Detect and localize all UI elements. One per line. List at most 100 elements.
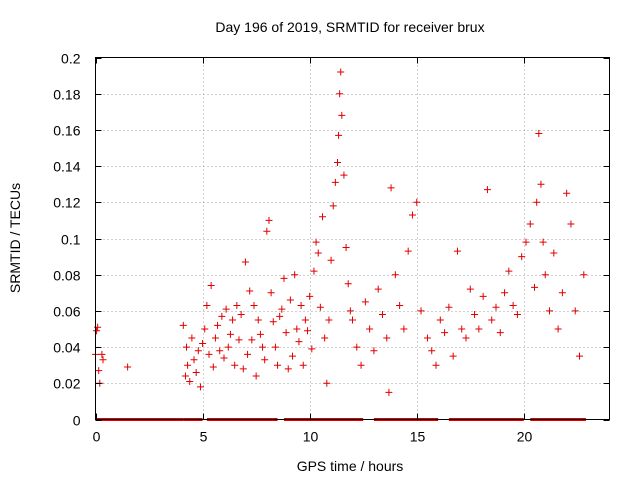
data-point (319, 213, 327, 221)
data-point (554, 325, 562, 333)
y-tick-label: 0.12 (53, 195, 80, 211)
data-point (408, 211, 416, 219)
data-point (374, 285, 382, 293)
data-point (336, 90, 344, 98)
data-point (267, 289, 275, 297)
data-point (462, 334, 470, 342)
data-point (304, 327, 312, 335)
data-point (233, 301, 241, 309)
data-point (220, 354, 228, 362)
data-point (179, 321, 187, 329)
data-point (334, 158, 342, 166)
data-point (250, 301, 258, 309)
data-point (188, 334, 196, 342)
data-point (338, 111, 346, 119)
grid-lines (95, 57, 610, 420)
data-point (224, 343, 232, 351)
data-point (558, 289, 566, 297)
data-point (505, 267, 513, 275)
data-point (535, 130, 543, 138)
data-point (95, 367, 103, 375)
data-point (329, 202, 337, 210)
data-point (340, 171, 348, 179)
data-point (531, 283, 539, 291)
data-point (183, 343, 191, 351)
data-point (263, 227, 271, 235)
data-point (265, 216, 273, 224)
data-point (417, 307, 425, 315)
data-point (513, 311, 521, 319)
data-point (252, 372, 260, 380)
data-point (361, 298, 369, 306)
data-point (192, 368, 200, 376)
data-point (539, 238, 547, 246)
data-point (205, 350, 213, 358)
data-point (522, 238, 530, 246)
data-point (239, 365, 247, 373)
data-point (458, 325, 466, 333)
y-tick-label: 0.06 (53, 304, 80, 320)
x-tick-label: 15 (410, 429, 426, 445)
data-point (209, 363, 217, 371)
data-point (261, 356, 269, 364)
data-point (312, 238, 320, 246)
data-point (203, 301, 211, 309)
data-point (282, 329, 290, 337)
data-point (271, 343, 279, 351)
data-point (323, 379, 331, 387)
data-point (280, 274, 288, 282)
data-point (366, 325, 374, 333)
data-point (289, 352, 297, 360)
data-point (449, 352, 457, 360)
data-point (383, 334, 391, 342)
y-tick-label: 0.14 (53, 159, 80, 175)
plot-frame (95, 57, 610, 420)
chart-title: Day 196 of 2019, SRMTID for receiver bru… (215, 19, 484, 35)
data-point (428, 347, 436, 355)
data-point (488, 316, 496, 324)
data-point (541, 271, 549, 279)
data-point (509, 301, 517, 309)
data-point (310, 267, 318, 275)
data-point (184, 361, 192, 369)
data-point (190, 356, 198, 364)
data-point (357, 361, 365, 369)
data-point (218, 312, 226, 320)
data-point (248, 336, 256, 344)
data-point (496, 329, 504, 337)
data-point (400, 325, 408, 333)
data-point (321, 334, 329, 342)
data-point (518, 253, 526, 261)
data-point (306, 292, 314, 300)
data-point (385, 388, 393, 396)
data-point (436, 316, 444, 324)
data-point (567, 220, 575, 228)
data-point (278, 305, 286, 313)
data-point (301, 316, 309, 324)
data-point (344, 280, 352, 288)
data-point (475, 325, 483, 333)
axis-ticks: 0 0.02 0.04 0.06 0.08 0.1 0.12 0.14 0.16 0.18 0.2 0… (53, 51, 610, 445)
data-point (291, 271, 299, 279)
data-point (194, 347, 202, 355)
data-point (286, 296, 294, 304)
data-point (342, 244, 350, 252)
data-point (571, 307, 579, 315)
data-point (211, 334, 219, 342)
data-point (349, 316, 356, 324)
y-tick-label: 0.08 (53, 268, 80, 284)
data-point (441, 329, 449, 337)
data-point (293, 325, 301, 333)
data-point (241, 258, 249, 266)
data-point (314, 249, 322, 257)
data-point (98, 350, 106, 358)
data-point (391, 271, 399, 279)
data-point (297, 301, 305, 309)
y-tick-label: 0.02 (53, 376, 80, 392)
data-point (181, 372, 189, 380)
data-point (201, 325, 209, 333)
data-point (222, 305, 230, 313)
data-point (295, 338, 303, 346)
y-tick-label: 0 (73, 413, 81, 429)
